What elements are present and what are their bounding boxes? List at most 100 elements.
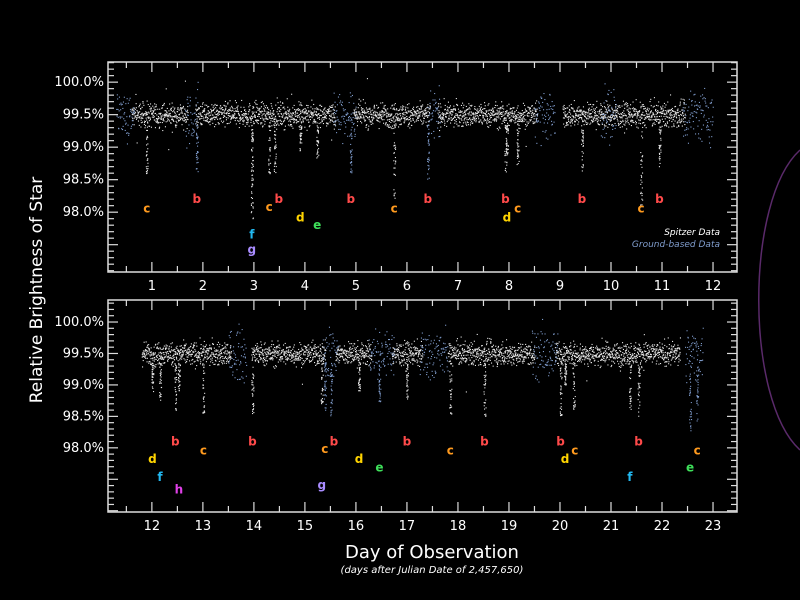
data-point [394, 174, 396, 176]
data-point [623, 113, 625, 115]
data-point [365, 346, 367, 348]
data-point [128, 133, 130, 135]
data-point [330, 110, 332, 112]
data-point [273, 351, 275, 353]
data-point [350, 352, 352, 354]
data-point [601, 113, 603, 115]
data-point [634, 108, 636, 110]
data-point [210, 347, 212, 349]
data-point [427, 140, 429, 142]
data-point [165, 121, 167, 123]
data-point [126, 116, 128, 118]
data-point [129, 116, 131, 118]
data-point [627, 122, 629, 124]
data-point [416, 106, 418, 108]
data-point [321, 358, 323, 360]
data-point [163, 115, 165, 117]
data-point [273, 124, 275, 126]
data-point [179, 349, 181, 351]
data-point [258, 109, 260, 111]
data-point [711, 99, 713, 101]
data-point [602, 114, 604, 116]
data-point [601, 122, 603, 124]
data-point [465, 110, 467, 112]
data-point [174, 124, 176, 126]
data-point [598, 116, 600, 118]
data-point [323, 347, 325, 349]
data-point [139, 117, 141, 119]
data-point [478, 118, 480, 120]
data-point [313, 103, 315, 105]
data-point [293, 121, 295, 123]
data-point [629, 111, 631, 113]
data-point [654, 119, 656, 121]
data-point [408, 103, 410, 105]
data-point [141, 356, 143, 358]
x-tick-label: 4 [301, 279, 309, 294]
data-point [635, 112, 637, 114]
data-point [300, 113, 302, 115]
data-point [665, 110, 667, 112]
data-point [491, 113, 493, 115]
data-point [439, 98, 441, 100]
data-point [535, 117, 537, 119]
data-point [175, 352, 177, 354]
data-point [428, 139, 430, 141]
data-point [208, 350, 210, 352]
data-point [410, 120, 412, 122]
data-point [694, 101, 696, 103]
data-point [470, 105, 472, 107]
data-point [354, 112, 356, 114]
data-point [582, 121, 584, 123]
data-point [609, 110, 611, 112]
data-point [607, 94, 609, 96]
data-point [504, 124, 506, 126]
data-point [379, 111, 381, 113]
data-point [248, 106, 250, 108]
data-point [297, 356, 299, 358]
data-point [174, 348, 176, 350]
data-point [262, 353, 264, 355]
data-point [602, 113, 604, 115]
data-point [194, 120, 196, 122]
panel-2: 12 13 14 15 16 17 18 19 20 21 22 23100.0%99.5%99.0%… [54, 299, 738, 534]
data-point [540, 105, 542, 107]
data-point [394, 115, 396, 117]
data-point [416, 116, 418, 118]
data-point [223, 120, 225, 122]
data-point [205, 352, 207, 354]
data-point [569, 109, 571, 111]
data-point [305, 347, 307, 349]
data-point [176, 357, 178, 359]
data-point [221, 112, 223, 114]
data-point [195, 110, 197, 112]
data-point [309, 119, 311, 121]
data-point [297, 108, 299, 110]
data-point [161, 118, 163, 120]
data-point [348, 347, 350, 349]
data-point [356, 125, 358, 127]
data-point [146, 361, 148, 363]
data-point [296, 121, 298, 123]
data-point [179, 345, 181, 347]
data-point [370, 113, 372, 115]
data-point [169, 350, 171, 352]
data-point [195, 356, 197, 358]
data-point [650, 111, 652, 113]
data-point [428, 108, 430, 110]
data-point [145, 117, 147, 119]
data-point [326, 123, 328, 125]
data-point [147, 353, 149, 355]
data-point [192, 352, 194, 354]
data-point [641, 187, 643, 189]
data-point [299, 351, 301, 353]
data-point [381, 116, 383, 118]
data-point [457, 115, 459, 117]
data-point [562, 106, 564, 108]
data-point [224, 109, 226, 111]
data-point [224, 126, 226, 128]
data-point [674, 111, 676, 113]
data-point [232, 116, 234, 118]
data-point [467, 113, 469, 115]
data-point [201, 355, 203, 357]
